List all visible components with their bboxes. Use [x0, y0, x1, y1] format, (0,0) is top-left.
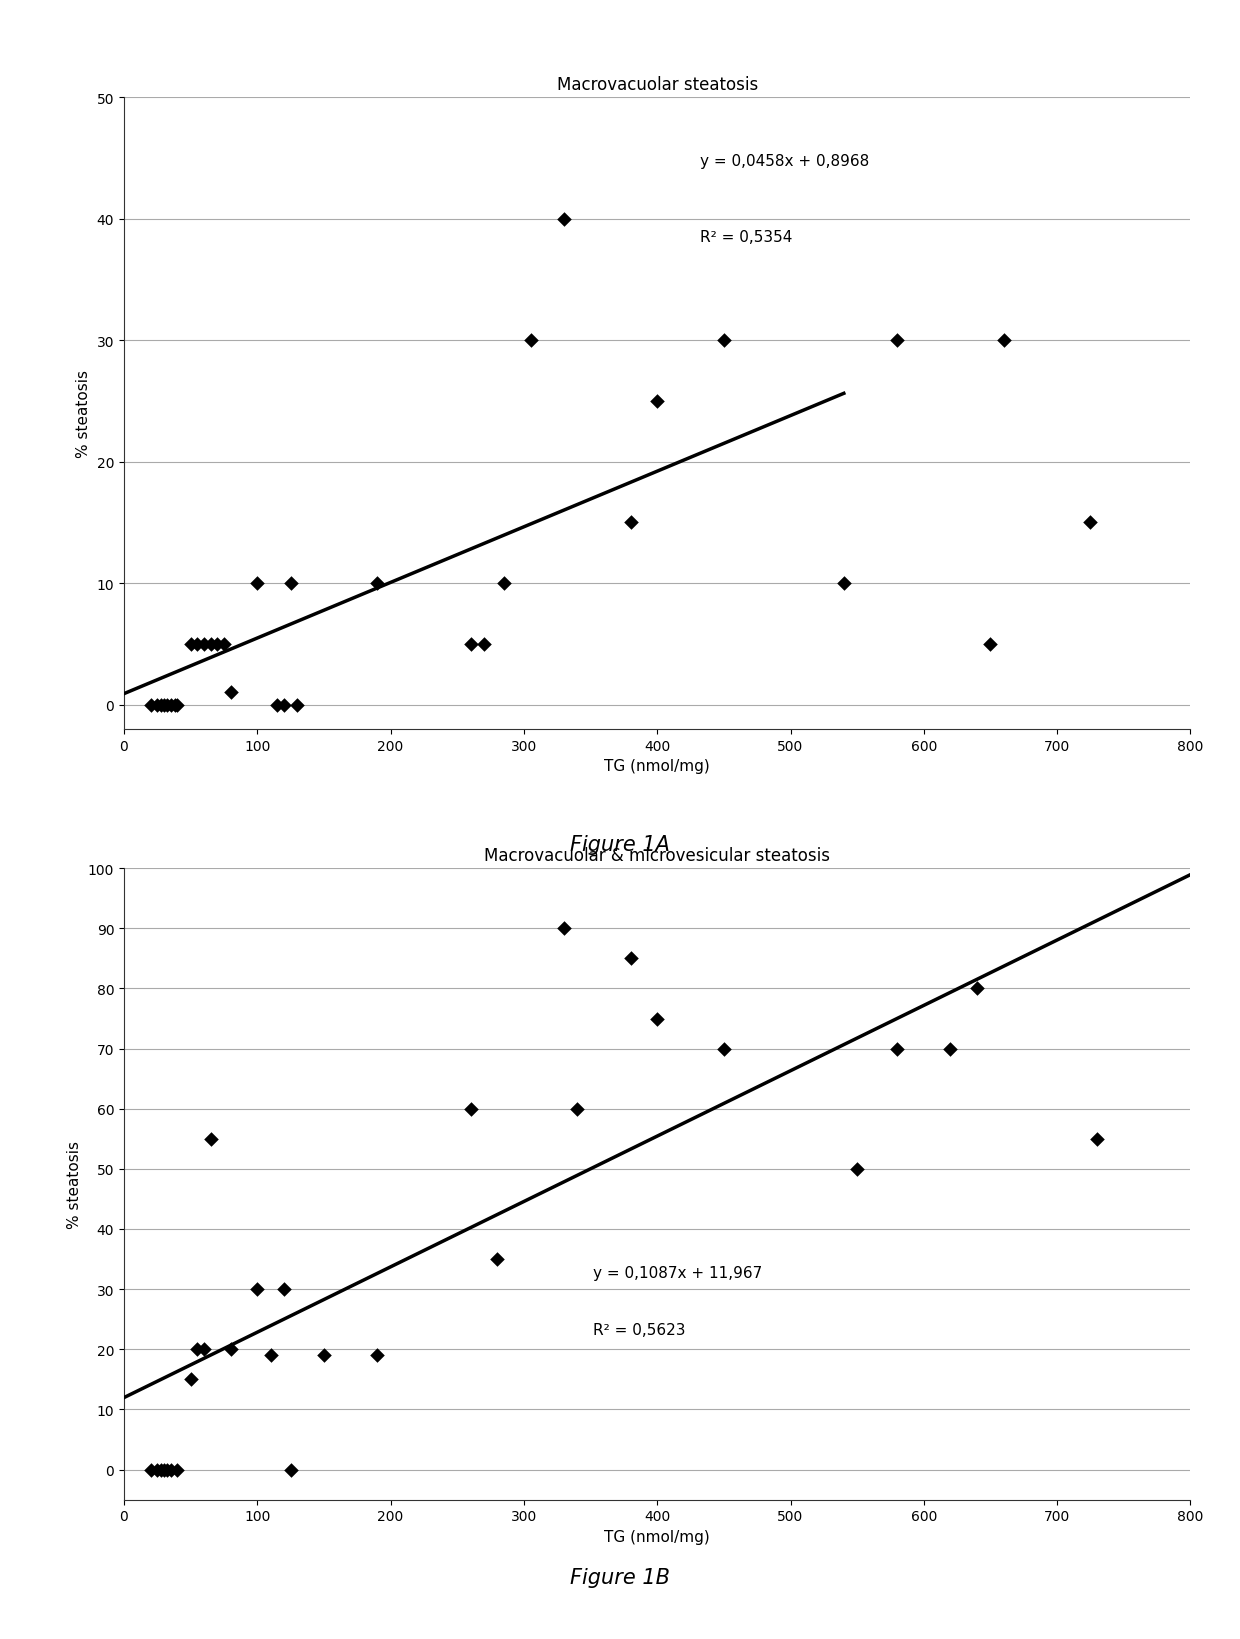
- Text: R² = 0,5623: R² = 0,5623: [593, 1321, 686, 1337]
- Point: [167, 1457, 187, 1483]
- Point: [140, 692, 161, 718]
- Point: [487, 1246, 507, 1272]
- Point: [967, 975, 987, 1001]
- Point: [280, 570, 300, 597]
- Text: y = 0,0458x + 0,8968: y = 0,0458x + 0,8968: [699, 154, 869, 169]
- Point: [288, 692, 308, 718]
- Point: [494, 570, 513, 597]
- X-axis label: TG (nmol/mg): TG (nmol/mg): [604, 759, 711, 774]
- Point: [268, 692, 288, 718]
- Point: [156, 692, 176, 718]
- Point: [140, 1457, 161, 1483]
- Point: [221, 680, 241, 706]
- Text: y = 0,1087x + 11,967: y = 0,1087x + 11,967: [593, 1265, 763, 1280]
- Point: [568, 1096, 588, 1123]
- Point: [314, 1342, 334, 1369]
- Text: Figure 1A: Figure 1A: [570, 834, 670, 854]
- Point: [714, 328, 734, 354]
- Point: [1080, 510, 1100, 536]
- Point: [620, 946, 640, 972]
- Point: [260, 1342, 280, 1369]
- Point: [847, 1155, 867, 1182]
- Point: [461, 631, 481, 657]
- Point: [154, 692, 174, 718]
- Point: [151, 692, 171, 718]
- Point: [367, 570, 387, 597]
- Point: [221, 1336, 241, 1362]
- Title: Macrovacuolar & microvesicular steatosis: Macrovacuolar & microvesicular steatosis: [484, 846, 831, 864]
- Point: [647, 1006, 667, 1033]
- X-axis label: TG (nmol/mg): TG (nmol/mg): [604, 1529, 711, 1544]
- Point: [181, 1367, 201, 1393]
- Point: [151, 1457, 171, 1483]
- Point: [280, 1457, 300, 1483]
- Point: [888, 328, 908, 354]
- Point: [554, 207, 574, 233]
- Point: [274, 1277, 294, 1303]
- Point: [714, 1036, 734, 1062]
- Point: [193, 1336, 215, 1362]
- Point: [181, 631, 201, 657]
- Point: [521, 328, 541, 354]
- Point: [994, 328, 1014, 354]
- Point: [161, 1457, 181, 1483]
- Point: [940, 1036, 960, 1062]
- Point: [167, 692, 187, 718]
- Point: [474, 631, 494, 657]
- Point: [367, 1342, 387, 1369]
- Point: [207, 631, 227, 657]
- Point: [833, 570, 853, 597]
- Point: [1087, 1126, 1107, 1152]
- Point: [161, 692, 181, 718]
- Title: Macrovacuolar steatosis: Macrovacuolar steatosis: [557, 75, 758, 93]
- Point: [165, 692, 185, 718]
- Point: [201, 631, 221, 657]
- Point: [148, 1457, 167, 1483]
- Y-axis label: % steatosis: % steatosis: [76, 370, 91, 457]
- Point: [148, 692, 167, 718]
- Point: [554, 916, 574, 942]
- Point: [201, 1126, 221, 1152]
- Point: [154, 1457, 174, 1483]
- Point: [247, 570, 267, 597]
- Point: [274, 692, 294, 718]
- Point: [156, 1457, 176, 1483]
- Point: [193, 631, 215, 657]
- Point: [981, 631, 1001, 657]
- Point: [187, 631, 207, 657]
- Point: [620, 510, 640, 536]
- Text: Figure 1B: Figure 1B: [570, 1567, 670, 1587]
- Point: [187, 1336, 207, 1362]
- Point: [888, 1036, 908, 1062]
- Point: [647, 388, 667, 415]
- Y-axis label: % steatosis: % steatosis: [67, 1141, 82, 1228]
- Point: [461, 1096, 481, 1123]
- Point: [247, 1277, 267, 1303]
- Point: [215, 631, 234, 657]
- Text: R² = 0,5354: R² = 0,5354: [699, 229, 792, 244]
